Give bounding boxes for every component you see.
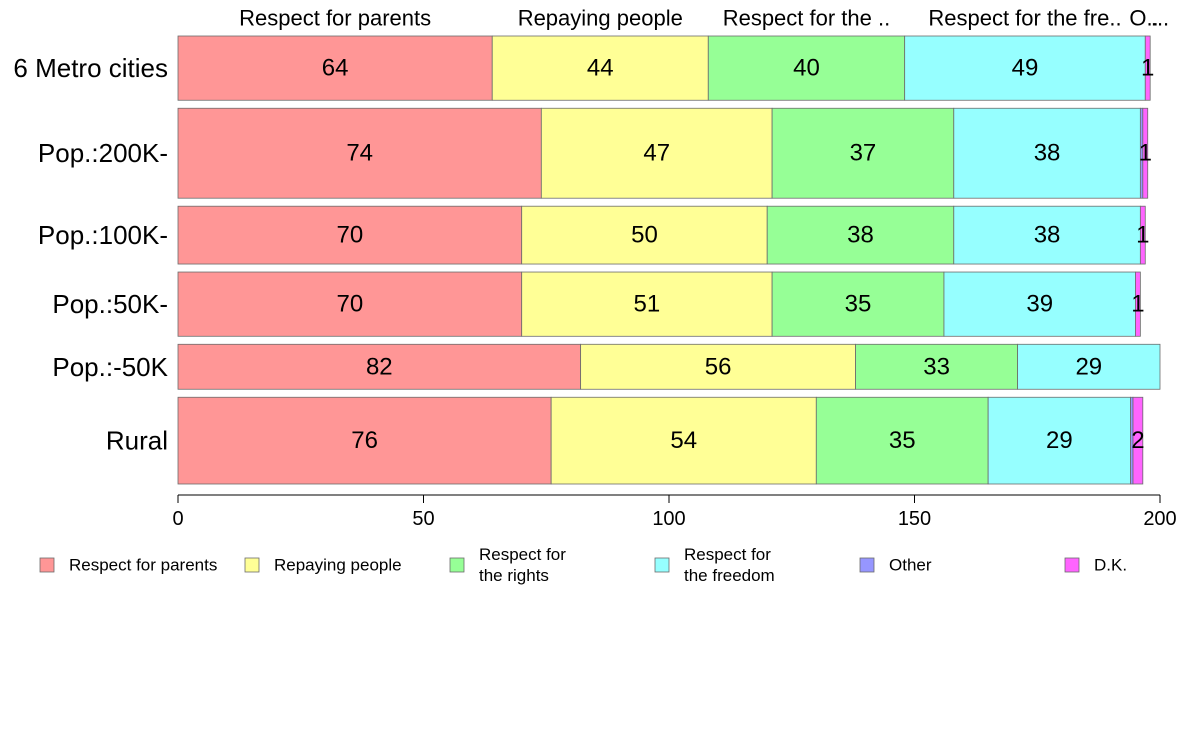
- segment-value-label: 50: [631, 222, 658, 249]
- x-tick-label: 50: [412, 508, 434, 530]
- bar-segment: [177, 107, 542, 199]
- x-tick-label: 150: [898, 508, 931, 530]
- segment-value-label: 39: [1026, 291, 1053, 318]
- segment-value-label: 64: [322, 55, 349, 82]
- segment-value-label: 70: [336, 222, 363, 249]
- segment-value-label: 37: [850, 140, 877, 167]
- top-series-label: Repaying people: [518, 6, 683, 31]
- bar-segment: [521, 271, 773, 337]
- segment-value-label: 1: [1141, 55, 1154, 82]
- segment-value-label: 40: [793, 55, 820, 82]
- legend-label: Respect for: [479, 545, 566, 564]
- bar-segment: [987, 396, 1131, 485]
- x-tick-label: 0: [172, 508, 183, 530]
- legend-label: the freedom: [684, 566, 775, 585]
- segment-value-label: 82: [366, 353, 393, 380]
- legend-swatch: [449, 557, 465, 573]
- legend-label: Respect for: [684, 545, 771, 564]
- segment-value-label: 56: [705, 353, 732, 380]
- legend-swatch: [859, 557, 875, 573]
- bar-segment: [815, 396, 989, 485]
- bar-segment: [904, 35, 1146, 101]
- bar-segment: [1132, 396, 1144, 485]
- bar-segment: [1135, 271, 1141, 337]
- segment-value-label: 29: [1075, 353, 1102, 380]
- bar-segment: [177, 396, 552, 485]
- legend-label: Respect for parents: [69, 556, 217, 575]
- bars: 64 44 40 49 1 74 47 37 38 1 70 50 38 38 1 70 51 35 39 1 82 56…: [177, 35, 1161, 485]
- x-tick-label: 100: [652, 508, 685, 530]
- legend-label: the rights: [479, 566, 549, 585]
- bar-segment: [953, 107, 1141, 199]
- segment-value-label: 2: [1131, 427, 1144, 454]
- segment-value-label: 76: [351, 427, 378, 454]
- bar-segment: [1144, 35, 1151, 101]
- bar-segment: [707, 35, 906, 101]
- bar-segment: [1142, 107, 1149, 199]
- segment-value-label: 29: [1046, 427, 1073, 454]
- bar-segment: [177, 343, 582, 390]
- legend: Respect for parents Repaying people Respec…: [39, 545, 1127, 585]
- bar-segment: [177, 271, 523, 337]
- segment-value-label: 38: [847, 222, 874, 249]
- top-series-label: Respect for parents: [239, 6, 431, 31]
- legend-label: Other: [889, 556, 932, 575]
- category-label: Rural: [106, 426, 168, 456]
- category-labels: 6 Metro cities Pop.:200K- Pop.:100K- Pop.:5…: [13, 53, 168, 456]
- segment-value-label: 49: [1012, 55, 1039, 82]
- segment-value-label: 35: [889, 427, 916, 454]
- bar-segment: [766, 205, 955, 265]
- legend-swatch: [654, 557, 670, 573]
- top-series-label: O..: [1129, 6, 1158, 31]
- bar-segment: [771, 271, 945, 337]
- x-axis: 0 50 100 150 200: [172, 494, 1177, 530]
- segment-value-label: 47: [643, 140, 670, 167]
- bar-segment: [1139, 205, 1146, 265]
- segment-value-label: 1: [1131, 291, 1144, 318]
- category-label: 6 Metro cities: [13, 53, 168, 83]
- bar-segment: [550, 396, 817, 485]
- legend-swatch: [39, 557, 55, 573]
- top-series-label: ...: [1151, 6, 1169, 31]
- segment-value-label: 74: [346, 140, 373, 167]
- bar-segment: [1017, 343, 1161, 390]
- segment-value-label: 54: [670, 427, 697, 454]
- legend-swatch: [1064, 557, 1080, 573]
- category-label: Pop.:100K-: [38, 220, 168, 250]
- segment-value-label: 38: [1034, 222, 1061, 249]
- legend-swatch: [244, 557, 260, 573]
- segment-value-label: 51: [634, 291, 661, 318]
- bar-segment: [953, 205, 1141, 265]
- top-series-label: Respect for the fre..: [928, 6, 1121, 31]
- bar-segment: [540, 107, 773, 199]
- segment-value-label: 35: [845, 291, 872, 318]
- category-label: Pop.:50K-: [52, 289, 168, 319]
- segment-value-label: 1: [1139, 140, 1152, 167]
- segment-value-label: 1: [1136, 222, 1149, 249]
- legend-label: D.K.: [1094, 556, 1127, 575]
- bar-segment: [943, 271, 1136, 337]
- bar-segment: [491, 35, 709, 101]
- segment-value-label: 38: [1034, 140, 1061, 167]
- legend-label: Repaying people: [274, 556, 402, 575]
- bar-segment: [855, 343, 1019, 390]
- segment-value-label: 44: [587, 55, 614, 82]
- bar-segment: [580, 343, 856, 390]
- bar-segment: [177, 205, 523, 265]
- top-labels: Respect for parents Repaying people Respec…: [239, 6, 1169, 31]
- category-label: Pop.:200K-: [38, 138, 168, 168]
- x-tick-label: 200: [1143, 508, 1176, 530]
- bar-segment: [177, 35, 493, 101]
- category-label: Pop.:-50K: [52, 352, 168, 382]
- bar-segment: [771, 107, 955, 199]
- top-series-label: Respect for the ..: [723, 6, 891, 31]
- segment-value-label: 70: [336, 291, 363, 318]
- segment-value-label: 33: [923, 353, 950, 380]
